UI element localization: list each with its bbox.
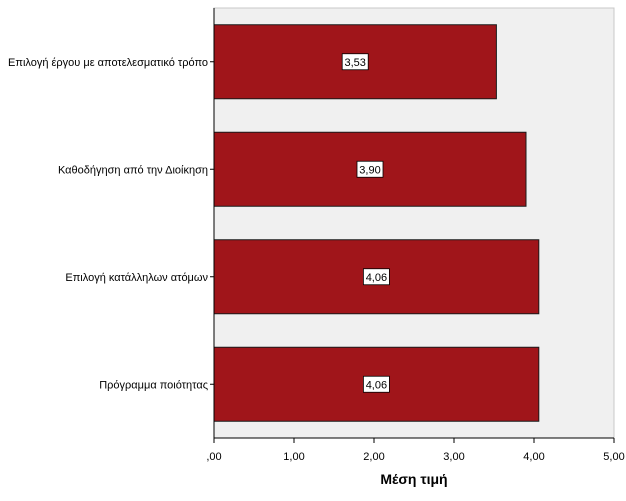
data-label-text: 3,53 <box>344 57 365 69</box>
x-tick-label-0: ,00 <box>206 451 221 463</box>
data-label-box <box>356 160 384 178</box>
x-axis-ticks: ,00 1,00 2,00 3,00 4,00 5,00 <box>206 438 625 463</box>
data-labels: 3,53 3,90 4,06 4,06 <box>341 53 390 393</box>
x-tick-label-1: 1,00 <box>283 451 304 463</box>
x-tick-label-2: 2,00 <box>363 451 384 463</box>
data-label-box <box>341 53 369 71</box>
data-label-text: 4,06 <box>366 272 387 284</box>
data-label-text: 4,06 <box>366 379 387 391</box>
data-label-3: 4,06 <box>362 268 390 286</box>
category-labels: Επιλογή έργου με αποτελεσματικό τρόπο Καθ… <box>8 57 214 391</box>
data-label-4: 4,06 <box>362 375 390 393</box>
category-label-4: Πρόγραμμα ποιότητας <box>99 379 208 391</box>
data-label-box <box>362 268 390 286</box>
x-axis-title: Μέση τιμή <box>380 471 447 487</box>
x-tick-label-5: 5,00 <box>603 451 624 463</box>
x-tick-label-3: 3,00 <box>443 451 464 463</box>
data-label-text: 3,90 <box>359 164 380 176</box>
category-label-2: Καθοδήγηση από την Διοίκηση <box>58 164 208 176</box>
category-label-3: Επιλογή κατάλληλων ατόμων <box>65 272 208 284</box>
category-label-1: Επιλογή έργου με αποτελεσματικό τρόπο <box>8 57 208 69</box>
data-label-box <box>362 375 390 393</box>
data-label-1: 3,53 <box>341 53 369 71</box>
data-label-2: 3,90 <box>356 160 384 178</box>
x-tick-label-4: 4,00 <box>523 451 544 463</box>
